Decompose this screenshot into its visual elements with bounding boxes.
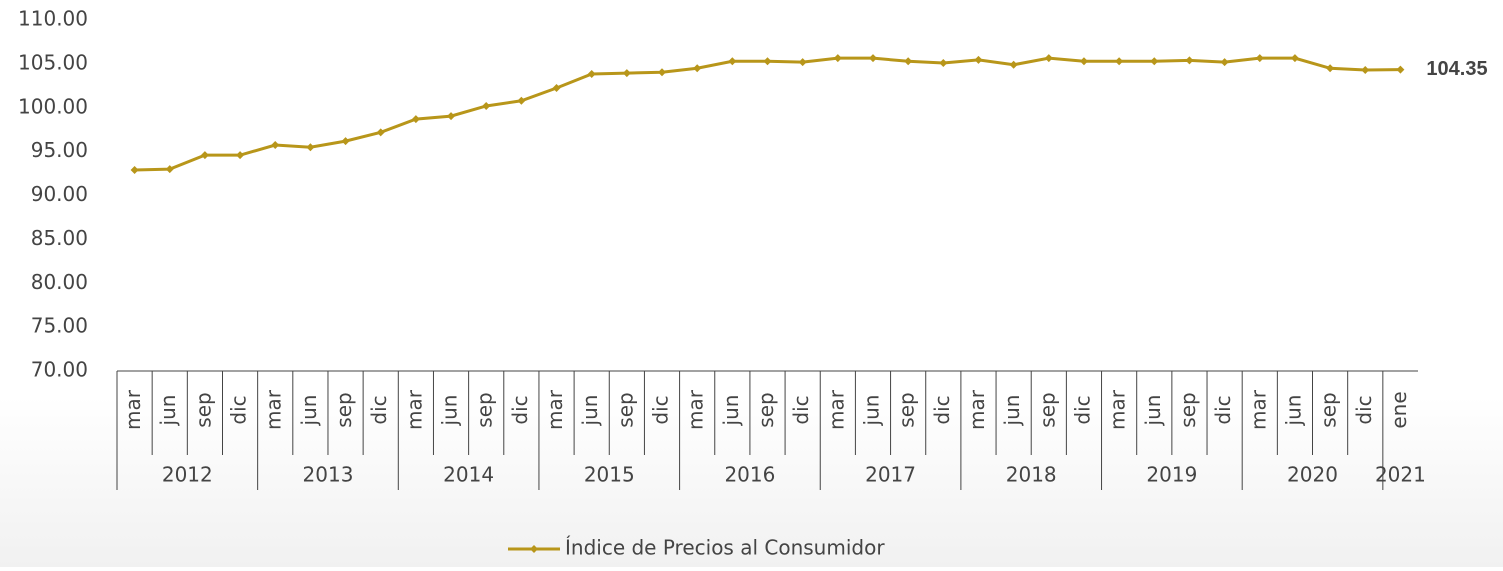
y-tick-label: 80.00: [31, 270, 88, 294]
marker: [1290, 54, 1299, 63]
x-tick-label: sep: [613, 392, 637, 427]
x-tick-label: jun: [719, 395, 743, 427]
x-tick-label: sep: [473, 392, 497, 427]
group-label: 2018: [1006, 463, 1057, 487]
marker: [763, 57, 772, 66]
x-tick-label: sep: [332, 392, 356, 427]
marker: [1396, 65, 1405, 74]
data-label: 104.35: [1426, 58, 1487, 80]
marker: [1255, 54, 1264, 63]
x-tick-label: jun: [859, 395, 883, 427]
x-tick-label: mar: [262, 389, 286, 430]
marker: [411, 115, 420, 124]
x-tick-label: sep: [895, 392, 919, 427]
y-tick-label: 75.00: [31, 314, 88, 338]
marker: [552, 84, 561, 93]
marker: [658, 68, 667, 77]
x-tick-label: jun: [156, 395, 180, 427]
marker: [236, 151, 245, 160]
x-tick-label: jun: [1141, 395, 1165, 427]
marker: [622, 69, 631, 78]
x-tick-label: mar: [1106, 389, 1130, 430]
x-tick-label: sep: [1317, 392, 1341, 427]
x-tick-label: dic: [1211, 395, 1235, 424]
legend-marker: [530, 545, 538, 553]
y-tick-label: 110.00: [18, 7, 88, 31]
x-tick-label: jun: [1000, 395, 1024, 427]
marker: [833, 54, 842, 63]
marker: [974, 55, 983, 64]
y-tick-label: 85.00: [31, 226, 88, 250]
x-tick-label: dic: [649, 395, 673, 424]
group-label: 2017: [865, 463, 916, 487]
marker: [1326, 64, 1335, 73]
marker: [130, 166, 139, 175]
x-tick-label: ene: [1387, 391, 1411, 428]
y-tick-label: 95.00: [31, 138, 88, 162]
marker: [482, 101, 491, 110]
marker: [587, 69, 596, 78]
y-tick-label: 105.00: [18, 50, 88, 74]
x-tick-label: mar: [543, 389, 567, 430]
x-tick-label: jun: [438, 395, 462, 427]
marker: [728, 57, 737, 66]
x-tick-label: jun: [578, 395, 602, 427]
x-tick-label: dic: [1352, 395, 1376, 424]
x-tick-label: dic: [1070, 395, 1094, 424]
group-label: 2015: [584, 463, 635, 487]
marker: [165, 165, 174, 174]
x-tick-label: mar: [402, 389, 426, 430]
legend-label: Índice de Precios al Consumidor: [565, 536, 885, 560]
x-tick-label: sep: [1176, 392, 1200, 427]
x-tick-label: mar: [1246, 389, 1270, 430]
marker: [1185, 56, 1194, 65]
y-tick-label: 70.00: [31, 358, 88, 382]
x-tick-label: dic: [367, 395, 391, 424]
marker: [1220, 58, 1229, 67]
marker: [904, 57, 913, 66]
group-label: 2021: [1375, 463, 1426, 487]
x-tick-label: mar: [965, 389, 989, 430]
marker: [868, 54, 877, 63]
group-label: 2014: [443, 463, 494, 487]
x-tick-label: mar: [121, 389, 145, 430]
marker: [1009, 60, 1018, 69]
marker: [271, 141, 280, 150]
marker: [200, 151, 209, 160]
line: [134, 56, 1401, 172]
marker: [341, 137, 350, 146]
marker: [939, 58, 948, 67]
x-tick-label: mar: [824, 389, 848, 430]
marker: [1361, 66, 1370, 75]
marker: [693, 64, 702, 73]
marker: [517, 96, 526, 105]
marker: [1150, 57, 1159, 66]
marker: [1079, 57, 1088, 66]
x-tick-label: dic: [930, 395, 954, 424]
x-tick-label: jun: [1281, 395, 1305, 427]
group-label: 2016: [724, 463, 775, 487]
marker: [447, 112, 456, 121]
marker: [306, 143, 315, 152]
marker: [376, 128, 385, 137]
x-tick-label: jun: [297, 395, 321, 427]
x-tick-label: mar: [684, 389, 708, 430]
x-tick-label: dic: [789, 395, 813, 424]
y-tick-label: 90.00: [31, 182, 88, 206]
marker: [798, 58, 807, 67]
marker: [1044, 54, 1053, 63]
x-tick-label: dic: [227, 395, 251, 424]
group-label: 2013: [303, 463, 354, 487]
marker: [1115, 57, 1124, 66]
group-label: 2012: [162, 463, 213, 487]
x-tick-label: sep: [191, 392, 215, 427]
y-tick-label: 100.00: [18, 94, 88, 118]
x-tick-label: sep: [754, 392, 778, 427]
x-tick-label: dic: [508, 395, 532, 424]
group-label: 2019: [1146, 463, 1197, 487]
x-tick-label: sep: [1035, 392, 1059, 427]
group-label: 2020: [1287, 463, 1338, 487]
